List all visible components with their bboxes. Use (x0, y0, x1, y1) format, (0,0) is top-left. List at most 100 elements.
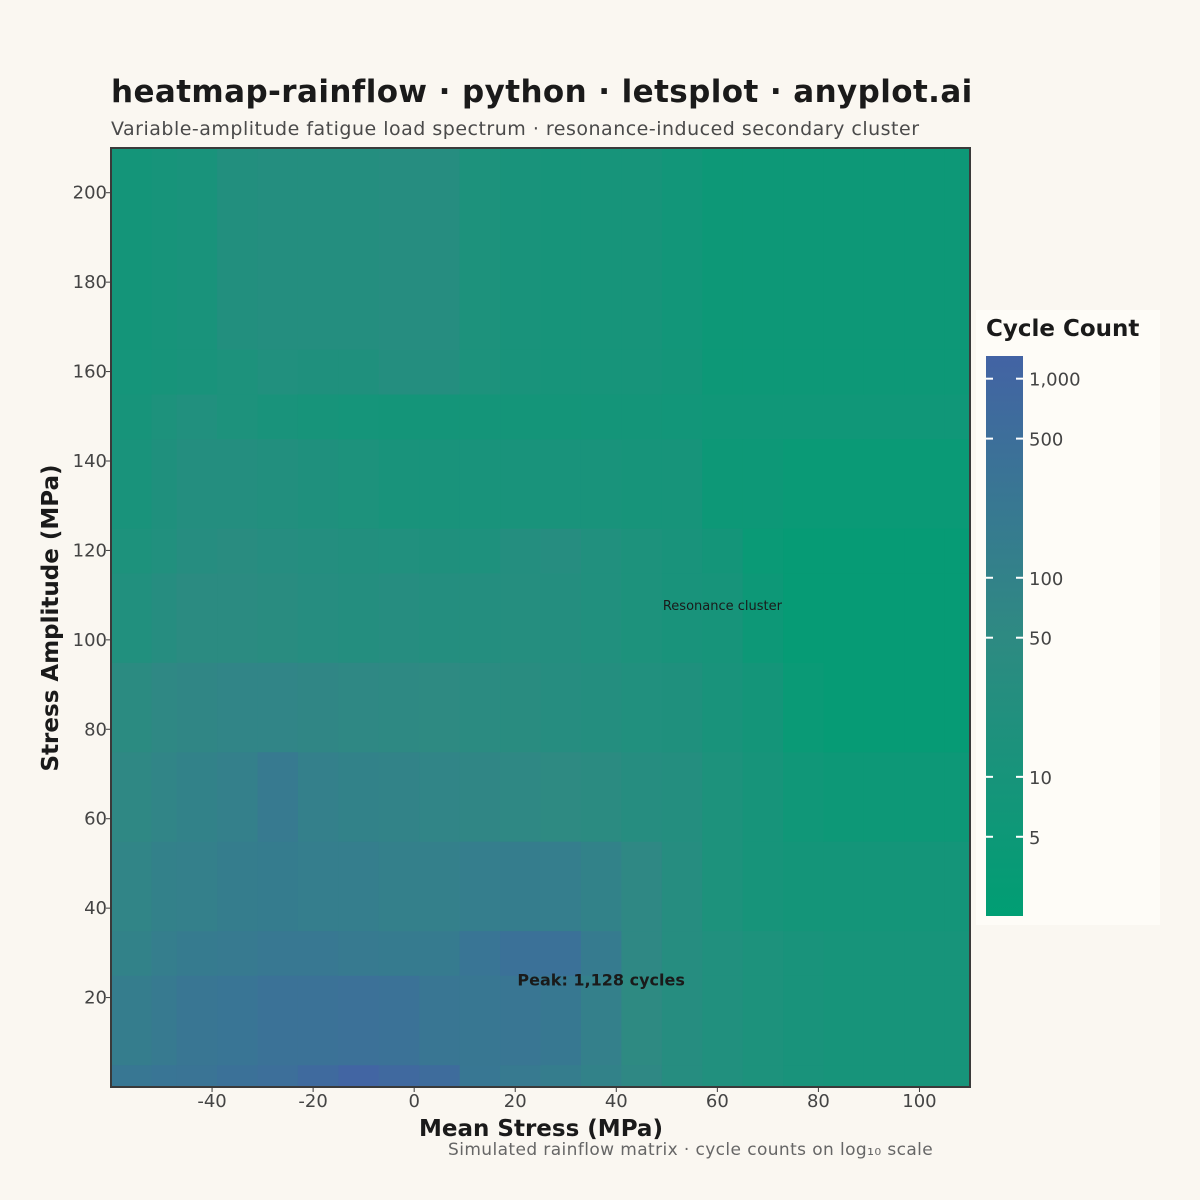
heatmap-cell (459, 975, 501, 1066)
heatmap-cell (297, 572, 339, 663)
heatmap-cell (944, 751, 971, 842)
heatmap-cell (944, 438, 971, 529)
heatmap-cell (257, 438, 299, 529)
heatmap-cell (621, 1064, 663, 1088)
heatmap-cell (783, 528, 825, 574)
heatmap-cell (904, 349, 946, 395)
x-axis: -40 -20 0 20 40 60 80 100 (197, 1087, 937, 1112)
heatmap-cell (540, 393, 582, 440)
heatmap-cell (621, 393, 663, 440)
heatmap-cell (661, 438, 703, 529)
heatmap-cell (863, 148, 905, 350)
heatmap-cell (378, 349, 420, 395)
annotations: Peak: 1,128 cycles Resonance cluster (517, 599, 782, 990)
heatmap-cell (621, 528, 663, 574)
heatmap-cell (580, 975, 622, 1066)
heatmap-cell (661, 393, 703, 440)
heatmap-cell (176, 572, 218, 663)
heatmap-cell (500, 930, 542, 976)
y-tick-label: 140 (73, 451, 107, 472)
heatmap-cell (580, 528, 622, 574)
heatmap-cell (742, 975, 784, 1066)
heatmap-cell (742, 572, 784, 663)
heatmap-cell (378, 148, 420, 350)
heatmap-cell (863, 349, 905, 395)
heatmap-cell (459, 841, 501, 932)
chart-subtitle: Variable-amplitude fatigue load spectrum… (111, 118, 920, 140)
heatmap-cell (944, 528, 971, 574)
color-bar-tick-label: 1,000 (1029, 370, 1081, 391)
heatmap-cell (151, 930, 178, 976)
heatmap-cell (540, 438, 582, 529)
color-bar-tick-label: 500 (1029, 430, 1063, 451)
heatmap-cell (863, 393, 905, 440)
heatmap-cell (217, 572, 259, 663)
heatmap-cell (217, 528, 259, 574)
heatmap-cell (176, 841, 218, 932)
heatmap-cell (702, 841, 744, 932)
heatmap-cell (944, 572, 971, 663)
y-tick-label: 200 (73, 183, 107, 204)
heatmap-cell (378, 393, 420, 440)
heatmap-cell (151, 438, 178, 529)
heatmap-cell (702, 930, 744, 976)
heatmap-cell (378, 438, 420, 529)
heatmap-cell (297, 528, 339, 574)
heatmap-cell (111, 662, 153, 753)
heatmap-cell (621, 349, 663, 395)
heatmap-cell (176, 393, 218, 440)
heatmap-cell (419, 751, 461, 842)
heatmap-cell (580, 148, 622, 350)
heatmap-cell (500, 349, 542, 395)
heatmap-cell (661, 528, 703, 574)
heatmap-cell (823, 438, 865, 529)
heatmap-cell (176, 438, 218, 529)
heatmap-cell (338, 148, 380, 350)
legend: Cycle Count 5 10 50 100 500 1,000 (976, 310, 1160, 925)
x-tick-label: 80 (807, 1091, 830, 1112)
heatmap-cell (176, 975, 218, 1066)
heatmap-cell (151, 841, 178, 932)
heatmap-cell (217, 438, 259, 529)
heatmap-cell (783, 930, 825, 976)
heatmap-cell (702, 1064, 744, 1088)
heatmap-cell (944, 975, 971, 1066)
heatmap-cell (378, 930, 420, 976)
heatmap-cell (823, 528, 865, 574)
heatmap-cell (783, 1064, 825, 1088)
heatmap-cell (580, 930, 622, 976)
legend-title: Cycle Count (986, 316, 1140, 342)
heatmap-cell (297, 662, 339, 753)
heatmap-cell (176, 1064, 218, 1088)
heatmap-cell (338, 930, 380, 976)
heatmap-cell (151, 528, 178, 574)
y-tick-label: 180 (73, 272, 107, 293)
heatmap-cell (904, 930, 946, 976)
heatmap-cell (904, 841, 946, 932)
heatmap-cell (742, 349, 784, 395)
heatmap-cell (580, 1064, 622, 1088)
heatmap-cell (500, 751, 542, 842)
heatmap-cell (702, 349, 744, 395)
heatmap-cell (111, 438, 153, 529)
heatmap-cell (742, 148, 784, 350)
heatmap-cell (338, 438, 380, 529)
x-tick-label: 100 (902, 1091, 936, 1112)
heatmap-cell (111, 751, 153, 842)
x-tick-label: -40 (197, 1091, 226, 1112)
heatmap-cell (742, 393, 784, 440)
heatmap-cell (111, 148, 153, 350)
heatmap-cell (419, 975, 461, 1066)
y-tick-label: 80 (84, 719, 107, 740)
heatmap-cell (702, 975, 744, 1066)
heatmap-cell (459, 393, 501, 440)
heatmap-cell (742, 438, 784, 529)
heatmap-cell (783, 751, 825, 842)
heatmap-cell (904, 438, 946, 529)
heatmap-cell (904, 1064, 946, 1088)
heatmap-cell (338, 1064, 380, 1088)
heatmap-cell (863, 841, 905, 932)
heatmap-cell (111, 393, 153, 440)
heatmap-cell (783, 975, 825, 1066)
